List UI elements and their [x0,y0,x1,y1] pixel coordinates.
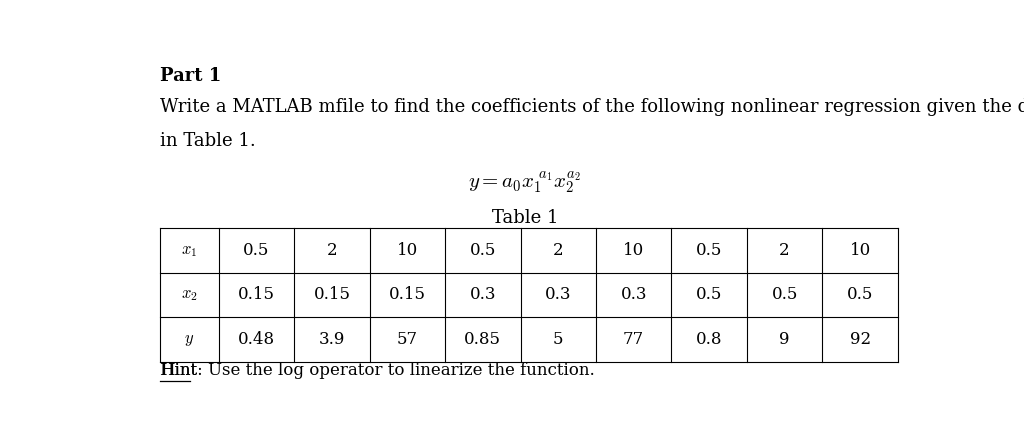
Text: 0.3: 0.3 [470,287,496,303]
Text: 0.5: 0.5 [470,242,496,259]
Text: 0.85: 0.85 [464,331,502,348]
Text: 0.15: 0.15 [238,287,275,303]
Text: $y = a_0 x_1^{\ a_1} x_2^{a_2}$: $y = a_0 x_1^{\ a_1} x_2^{a_2}$ [468,170,582,197]
Text: $x_1$: $x_1$ [181,242,198,259]
Text: 10: 10 [850,242,870,259]
Text: 10: 10 [624,242,644,259]
Text: $y$: $y$ [184,331,195,348]
Text: 0.5: 0.5 [696,287,722,303]
Text: 0.5: 0.5 [244,242,269,259]
Text: 0.8: 0.8 [696,331,722,348]
Text: 0.15: 0.15 [389,287,426,303]
Text: 0.15: 0.15 [313,287,350,303]
Text: 3.9: 3.9 [318,331,345,348]
Text: 57: 57 [397,331,418,348]
Text: Write a MATLAB mfile to find the coefficients of the following nonlinear regress: Write a MATLAB mfile to find the coeffic… [160,98,1024,116]
Text: 92: 92 [850,331,870,348]
Text: 0.5: 0.5 [847,287,873,303]
Text: 0.48: 0.48 [238,331,275,348]
Text: Part 1: Part 1 [160,67,221,85]
Text: 77: 77 [624,331,644,348]
Text: Hint: Use the log operator to linearize the function.: Hint: Use the log operator to linearize … [160,362,595,379]
Text: 2: 2 [779,242,790,259]
Text: 2: 2 [553,242,563,259]
Text: 5: 5 [553,331,563,348]
Text: 2: 2 [327,242,337,259]
Text: Table 1: Table 1 [492,209,558,227]
Text: 0.3: 0.3 [545,287,571,303]
Text: 10: 10 [396,242,418,259]
Text: $x_2$: $x_2$ [181,287,198,303]
Text: 0.5: 0.5 [771,287,798,303]
Text: 0.3: 0.3 [621,287,647,303]
Text: in Table 1.: in Table 1. [160,132,256,150]
Text: 0.5: 0.5 [696,242,722,259]
Text: Hint: Use the log operator to linearize the function.: Hint: Use the log operator to linearize … [160,362,595,379]
Text: 9: 9 [779,331,790,348]
Text: Hint: Hint [160,362,197,379]
